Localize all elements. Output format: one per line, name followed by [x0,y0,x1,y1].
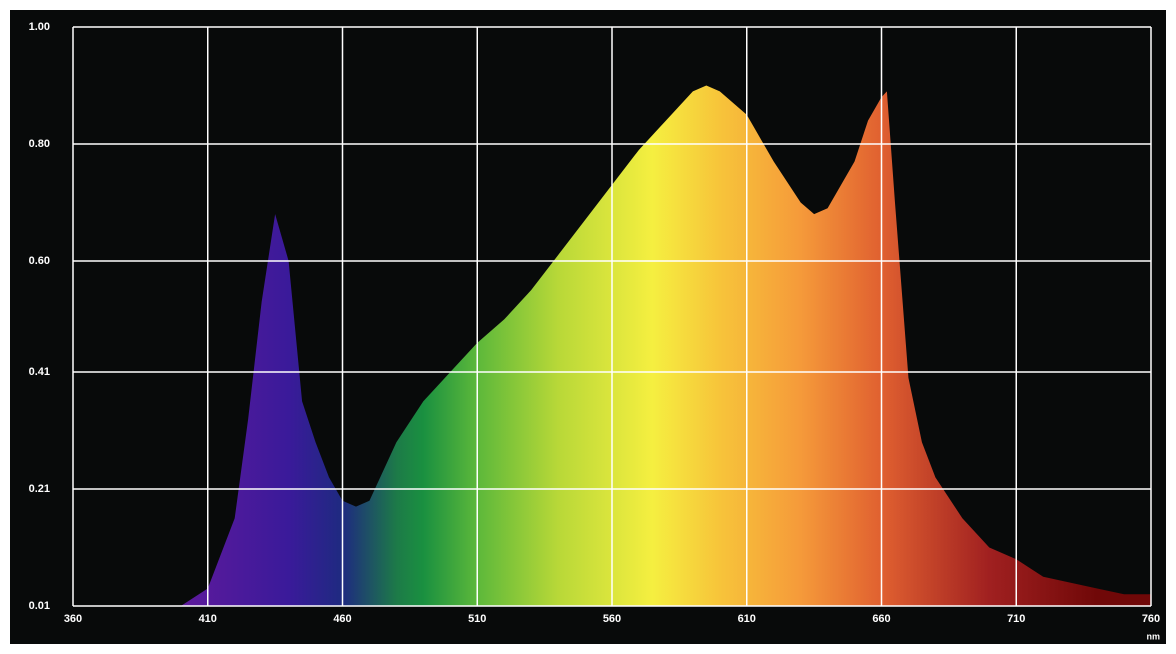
x-tick-label: 560 [603,613,621,625]
x-tick-label: 710 [1007,613,1025,625]
y-tick-label: 0.21 [29,483,50,495]
x-tick-label: 460 [333,613,351,625]
x-tick-label: 760 [1142,613,1160,625]
y-tick-label: 0.80 [29,138,50,150]
x-tick-label: 360 [64,613,82,625]
y-tick-label: 0.01 [29,600,50,612]
spectrum-area [180,85,1152,606]
y-tick-label: 1.00 [29,21,50,33]
x-axis-label: nm [1147,631,1161,641]
x-tick-label: 410 [199,613,217,625]
x-tick-label: 660 [872,613,890,625]
y-tick-label: 0.60 [29,255,50,267]
x-tick-label: 510 [468,613,486,625]
x-tick-label: 610 [738,613,756,625]
y-tick-label: 0.41 [29,366,50,378]
